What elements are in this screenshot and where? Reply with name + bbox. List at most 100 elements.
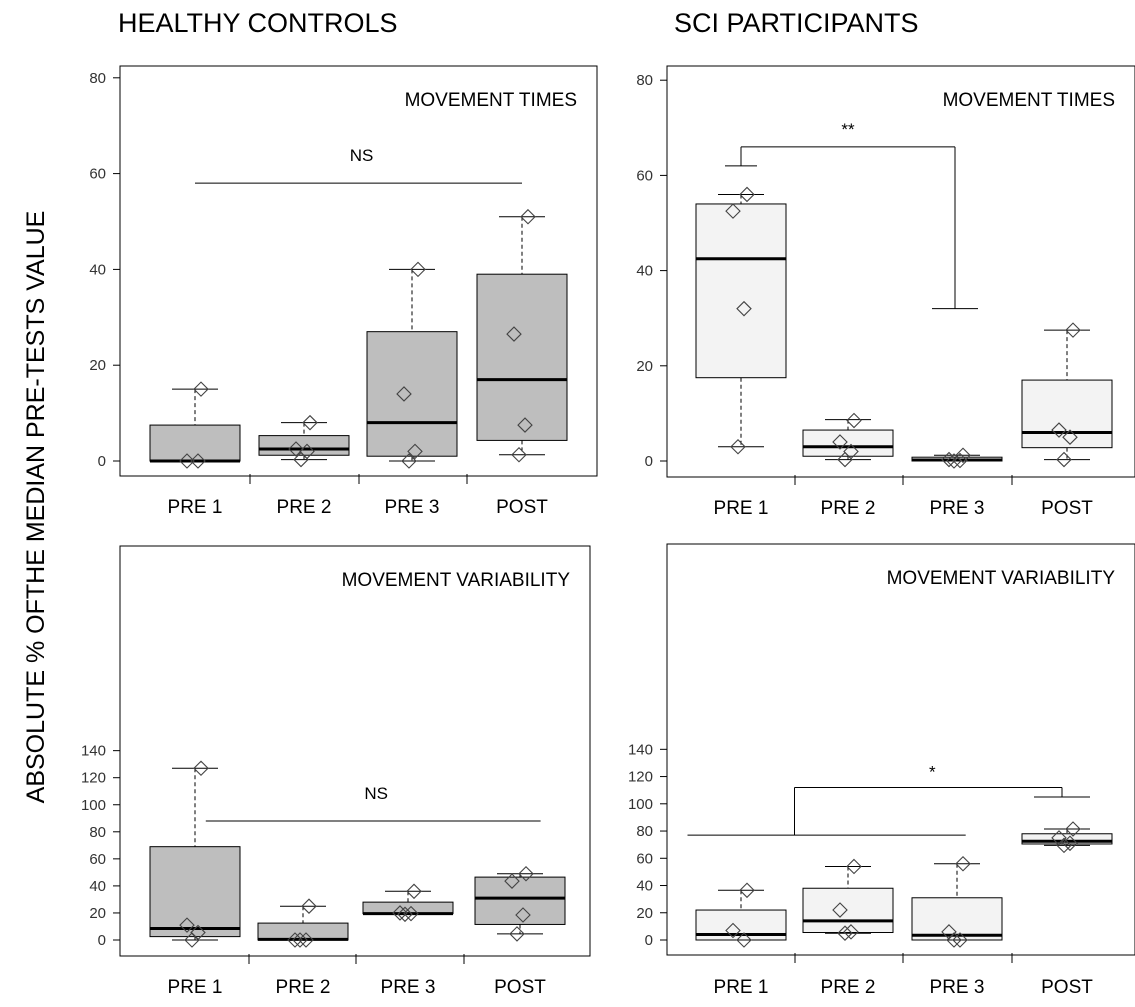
box-iqr <box>476 273 568 441</box>
y-tick-label: 140 <box>81 743 106 760</box>
data-point <box>1056 837 1072 854</box>
data-point <box>739 186 755 203</box>
data-point <box>946 932 962 948</box>
col-title-healthy: HEALTHY CONTROLS <box>118 8 398 38</box>
data-point <box>725 203 741 219</box>
box-pre-2 <box>258 422 350 461</box>
box-iqr <box>362 901 454 915</box>
data-point <box>1051 830 1067 846</box>
data-point <box>184 932 200 948</box>
y-tick-label: 40 <box>636 878 653 895</box>
data-point <box>292 932 308 948</box>
data-point <box>517 417 533 433</box>
box-pre-1 <box>149 767 241 941</box>
x-tick-label: PRE 3 <box>930 498 985 519</box>
box-post <box>474 873 566 935</box>
box-pre-3 <box>366 268 458 462</box>
data-point <box>193 381 209 397</box>
data-point <box>955 855 971 872</box>
panel-label: MOVEMENT TIMES <box>943 90 1115 111</box>
x-tick-label: POST <box>494 977 546 998</box>
data-point <box>293 451 309 468</box>
data-point <box>1056 451 1072 468</box>
y-tick-label: 60 <box>636 850 653 867</box>
data-point <box>407 443 423 460</box>
y-tick-label: 80 <box>636 823 653 840</box>
x-tick-label: PRE 3 <box>381 977 436 998</box>
data-point <box>832 434 848 450</box>
data-point <box>406 883 422 900</box>
y-tick-label: 60 <box>636 167 653 184</box>
data-point <box>837 451 853 468</box>
data-point <box>298 932 314 948</box>
box-iqr <box>1021 379 1113 449</box>
box-iqr <box>911 897 1003 941</box>
data-point <box>193 760 209 777</box>
panel-2: 0 20 40 60 80 PRE 1 PRE 2 PRE 3 POST MOVEMENT TIM… <box>636 65 1135 519</box>
col-title-sci: SCI PARTICIPANTS <box>674 8 919 38</box>
y-tick-label: 40 <box>636 263 653 280</box>
data-point <box>736 300 752 317</box>
data-point <box>179 453 195 469</box>
y-tick-label: 20 <box>89 905 106 922</box>
box-pre-3 <box>362 890 454 916</box>
box-iqr <box>257 922 349 941</box>
data-point <box>392 905 408 921</box>
data-point <box>1065 821 1081 837</box>
x-tick-label: PRE 3 <box>930 977 985 998</box>
data-point <box>946 453 962 469</box>
y-tick-label: 120 <box>81 770 106 787</box>
panel-4: 0 20 40 60 80 100 120 140 PRE 1 PRE 2 PRE 3 POST MOV… <box>628 543 1135 998</box>
y-tick-label: 0 <box>98 453 106 470</box>
data-point <box>403 905 419 922</box>
box-iqr <box>149 424 241 462</box>
data-point <box>509 926 525 942</box>
y-tick-label: 20 <box>89 357 106 374</box>
y-tick-label: 60 <box>89 166 106 183</box>
panel-3: 0 20 40 60 80 100 120 140 PRE 1 PRE 2 PRE 3 POST MOV… <box>81 545 591 998</box>
x-tick-label: PRE 1 <box>714 977 769 998</box>
data-point <box>515 907 531 923</box>
panel-1: 0 20 40 60 80 PRE 1 PRE 2 PRE 3 POST MOVEMENT TIM… <box>89 65 598 518</box>
data-point <box>401 453 417 469</box>
data-point <box>397 906 413 923</box>
x-tick-label: PRE 3 <box>385 497 440 518</box>
y-tick-label: 40 <box>89 878 106 895</box>
data-point <box>739 882 755 899</box>
x-tick-label: PRE 2 <box>277 497 332 518</box>
data-point <box>955 447 971 464</box>
x-tick-label: PRE 2 <box>821 977 876 998</box>
x-tick-label: POST <box>1041 977 1093 998</box>
significance-label: NS <box>350 146 374 165</box>
data-point <box>952 452 968 469</box>
data-point <box>1062 835 1078 852</box>
data-point <box>396 386 412 402</box>
panel-label: MOVEMENT VARIABILITY <box>887 568 1116 589</box>
y-tick-label: 60 <box>89 851 106 868</box>
plot-frame <box>666 65 1135 478</box>
data-point <box>1062 429 1078 445</box>
panel-label: MOVEMENT TIMES <box>405 90 577 111</box>
data-point <box>846 412 862 429</box>
y-axis-label: ABSOLUTE % OFTHE MEDIAN PRE-TESTS VALUE <box>22 211 50 804</box>
box-iqr <box>802 429 894 457</box>
y-tick-label: 20 <box>636 358 653 375</box>
box-iqr <box>695 203 787 379</box>
box-pre-3 <box>911 863 1003 941</box>
box-iqr <box>149 846 241 938</box>
box-post <box>1021 329 1113 461</box>
data-point <box>287 932 303 948</box>
box-pre-2 <box>257 905 349 941</box>
significance-label: * <box>929 762 936 781</box>
y-tick-label: 0 <box>98 932 106 949</box>
y-tick-label: 120 <box>628 769 653 786</box>
box-pre-2 <box>802 419 894 461</box>
box-pre-1 <box>149 388 241 463</box>
y-tick-label: 100 <box>628 796 653 813</box>
x-tick-label: PRE 2 <box>821 498 876 519</box>
data-point <box>302 414 318 431</box>
data-point <box>837 925 853 941</box>
box-iqr <box>258 435 350 456</box>
y-tick-label: 80 <box>89 824 106 841</box>
box-post <box>1021 828 1113 846</box>
